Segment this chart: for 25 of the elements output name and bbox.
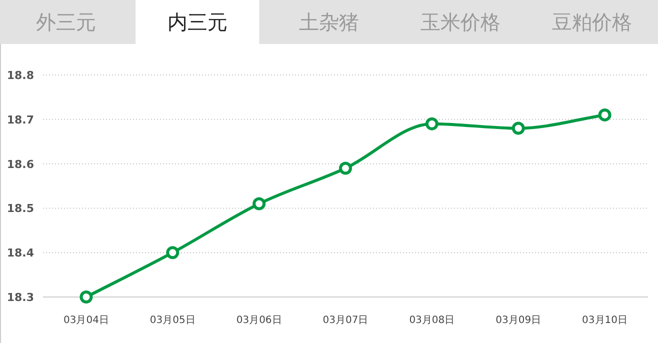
- text: 土杂猪: [299, 10, 359, 34]
- x-tick-label: 03月08日: [409, 315, 455, 326]
- x-tick-label: 03月04日: [63, 315, 109, 326]
- y-tick-label: 18.6: [6, 158, 34, 171]
- x-tick-label: 03月05日: [150, 315, 196, 326]
- point: [598, 108, 612, 122]
- y-tick-label: 18.5: [6, 202, 34, 216]
- x-tick-label: 03月10日: [582, 315, 628, 326]
- y-tick-label: 18.3: [6, 291, 34, 304]
- point: [80, 290, 93, 304]
- point: [166, 246, 180, 260]
- text: 玉米价格: [420, 10, 501, 34]
- point: [252, 197, 266, 210]
- x-tick-label: 03月09日: [496, 315, 542, 326]
- y-tick-label: 18.7: [6, 113, 34, 126]
- point: [512, 122, 525, 135]
- chart-title: 内三元: [167, 10, 228, 34]
- point: [339, 162, 352, 175]
- x-tick-label: 03月06日: [236, 315, 282, 326]
- x-tick-label: 03月07日: [322, 315, 368, 326]
- text: 外三元: [36, 10, 96, 34]
- y-tick-label: 18.4: [6, 246, 34, 260]
- point: [425, 117, 438, 130]
- text: 豆粕价格: [552, 10, 632, 34]
- y-tick-label: 18.8: [6, 69, 34, 82]
